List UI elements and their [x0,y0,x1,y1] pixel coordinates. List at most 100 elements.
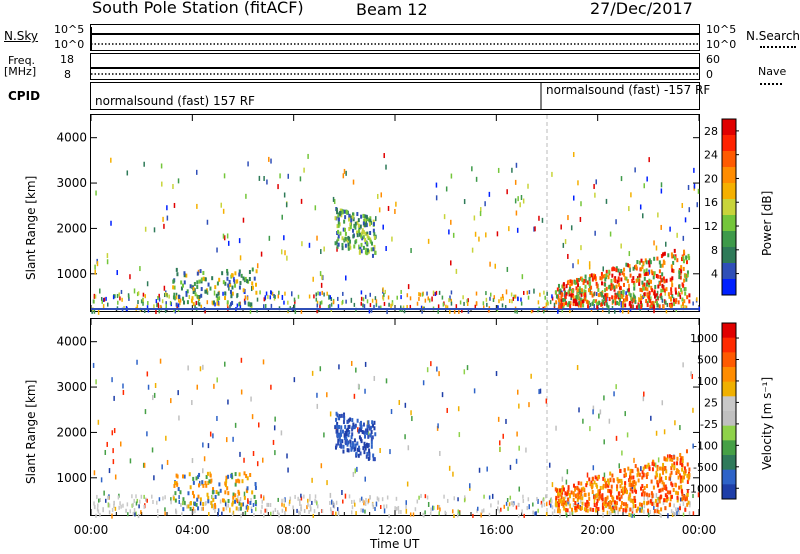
velocity-ground-echo [522,494,524,499]
velocity-evening-echo [662,482,665,487]
velocity-echo-speck [191,458,194,464]
velocity-evening-echo [680,475,683,480]
velocity-echo-speck [621,450,623,456]
velocity-evening-echo [607,478,610,483]
power-echo-speck [646,176,648,182]
velocity-ground-echo [214,508,216,513]
velocity-colorbar-segment [722,337,736,353]
power-ground-echo [383,301,386,306]
velocity-ground-echo [272,510,275,515]
power-morning-echo [236,293,239,298]
power-patch-echo [350,215,353,220]
power-ground-echo [551,294,553,299]
velocity-echo-speck [107,502,110,508]
velocity-echo-speck [187,365,189,371]
velocity-evening-echo [662,467,665,472]
velocity-ground-echo [311,500,313,505]
velocity-echo-speck [153,475,155,481]
power-colorbar-segment [722,135,736,152]
velocity-ground-echo [181,512,183,517]
power-ground-echo [382,296,385,301]
velocity-echo-speck [422,380,425,386]
velocity-echo-speck [159,358,162,364]
velocity-evening-echo [688,472,691,477]
velocity-echo-speck [692,407,694,413]
power-ground-echo [194,304,196,309]
velocity-ground-echo [212,503,215,508]
velocity-morning-echo [191,490,194,495]
velocity-echo-speck [518,486,521,492]
power-ground-echo [206,300,209,305]
power-morning-echo [239,281,242,286]
power-ground-echo [143,308,146,313]
velocity-xtick-label: 16:00 [479,523,514,537]
velocity-ground-echo [151,494,153,499]
velocity-ground-echo [383,504,385,509]
power-evening-echo [559,301,562,306]
power-evening-echo [647,295,650,300]
power-morning-echo [238,302,241,307]
velocity-evening-echo [616,487,619,492]
power-ground-echo [402,305,405,310]
power-echo-speck [511,167,513,173]
velocity-colorbar-tick-label: 1000 [690,332,718,345]
power-evening-echo [685,277,688,282]
velocity-evening-echo [557,493,560,498]
power-evening-echo [596,301,599,306]
velocity-evening-echo [637,478,640,483]
power-patch-echo [337,234,340,239]
power-evening-echo [648,283,651,288]
velocity-evening-echo [616,484,619,489]
velocity-echo-speck [198,480,201,486]
velocity-evening-echo [683,494,686,499]
power-ground-echo [543,290,545,295]
velocity-patch-echo [351,441,354,446]
velocity-morning-echo [183,474,186,479]
velocity-echo-speck [389,449,391,455]
power-echo-speck [268,235,271,241]
power-patch-echo [340,208,343,213]
velocity-echo-speck [692,443,694,449]
power-ground-echo [217,301,220,306]
power-evening-echo [574,281,577,286]
power-patch-echo [345,209,348,214]
power-echo-speck [463,199,466,205]
power-ground-echo [142,292,145,297]
power-patch-echo [369,219,372,224]
power-echo-speck [517,196,519,202]
velocity-echo-speck [152,395,154,401]
velocity-echo-speck [432,505,434,511]
cpid-label: CPID [8,89,41,103]
power-ground-echo [406,293,409,298]
velocity-echo-speck [212,433,214,439]
power-patch-echo [365,215,368,220]
power-evening-echo [569,283,572,288]
velocity-ground-echo [300,496,303,501]
velocity-ground-echo [307,502,309,507]
velocity-evening-echo [644,464,647,469]
velocity-morning-echo [243,495,246,500]
power-evening-echo [584,292,587,297]
power-evening-echo [647,260,650,265]
velocity-morning-echo [246,486,249,491]
velocity-ground-echo [551,505,554,510]
power-ground-echo [128,294,130,299]
velocity-evening-echo [623,468,626,473]
power-ground-echo [362,297,365,302]
velocity-evening-echo [627,466,630,471]
power-evening-echo [584,284,587,289]
power-ground-echo [620,301,622,306]
power-morning-echo [192,289,195,294]
velocity-panel-frame [90,318,700,516]
velocity-morning-echo [232,492,235,497]
power-echo-speck [676,232,678,238]
velocity-evening-echo [564,507,567,512]
velocity-colorbar-tick-label: -100 [693,439,718,452]
velocity-evening-echo [603,478,606,483]
velocity-echo-speck [545,398,548,404]
power-echo-speck [286,255,288,261]
velocity-echo-speck [618,463,620,469]
power-ground-echo [264,295,267,300]
power-evening-echo [581,299,584,304]
power-colorbar-tick-label: 12 [704,220,718,233]
